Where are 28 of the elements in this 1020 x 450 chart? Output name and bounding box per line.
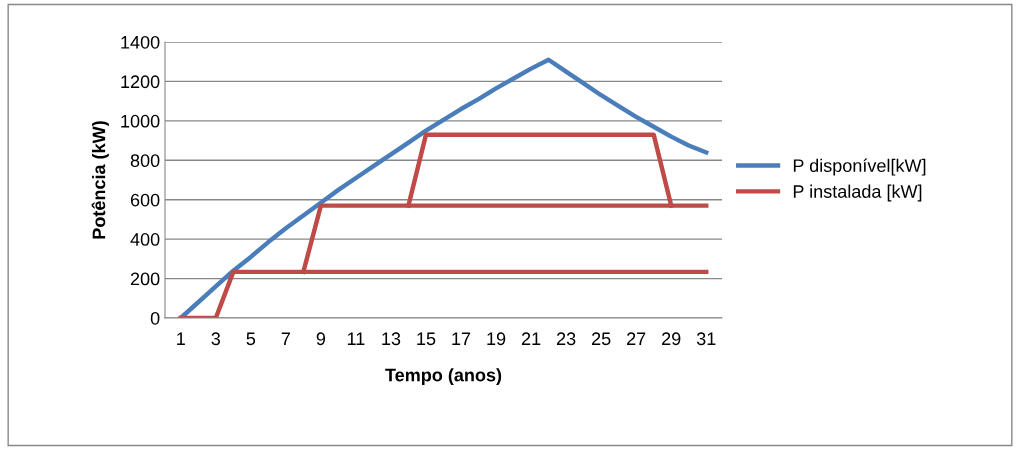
x-tick-label: 13 [382,332,401,346]
y-axis-title: Potência (kW) [91,121,109,239]
x-tick-label: 9 [316,332,326,346]
x-tick-label: 7 [281,332,290,345]
y-tick-label: 1200 [121,75,160,89]
x-tick-label: 23 [556,332,576,346]
x-tick-label: 29 [662,332,681,346]
x-tick-label: 1 [177,332,185,345]
x-axis-title: Tempo (anos) [385,368,502,385]
x-tick-label: 27 [627,332,646,345]
y-tick-label: 1400 [121,35,160,49]
x-tick-label: 5 [246,332,256,346]
x-tick-label: 11 [347,332,365,345]
x-tick-label: 17 [452,332,471,345]
x-tick-label: 19 [487,332,506,346]
y-tick-label: 600 [130,193,160,207]
x-tick-label: 31 [696,332,716,346]
y-tick-label: 200 [130,272,160,286]
y-tick-label: 400 [130,233,160,246]
legend-label: P disponível[kW] [793,158,926,176]
x-tick-label: 3 [211,332,221,346]
x-tick-label: 15 [417,332,436,346]
y-tick-label: 0 [150,311,160,325]
y-tick-label: 800 [130,154,160,168]
x-tick-label: 25 [592,332,611,346]
y-tick-label: 1000 [121,114,160,128]
x-tick-label: 21 [521,332,541,345]
legend-label: P instalada [kW] [793,184,922,202]
